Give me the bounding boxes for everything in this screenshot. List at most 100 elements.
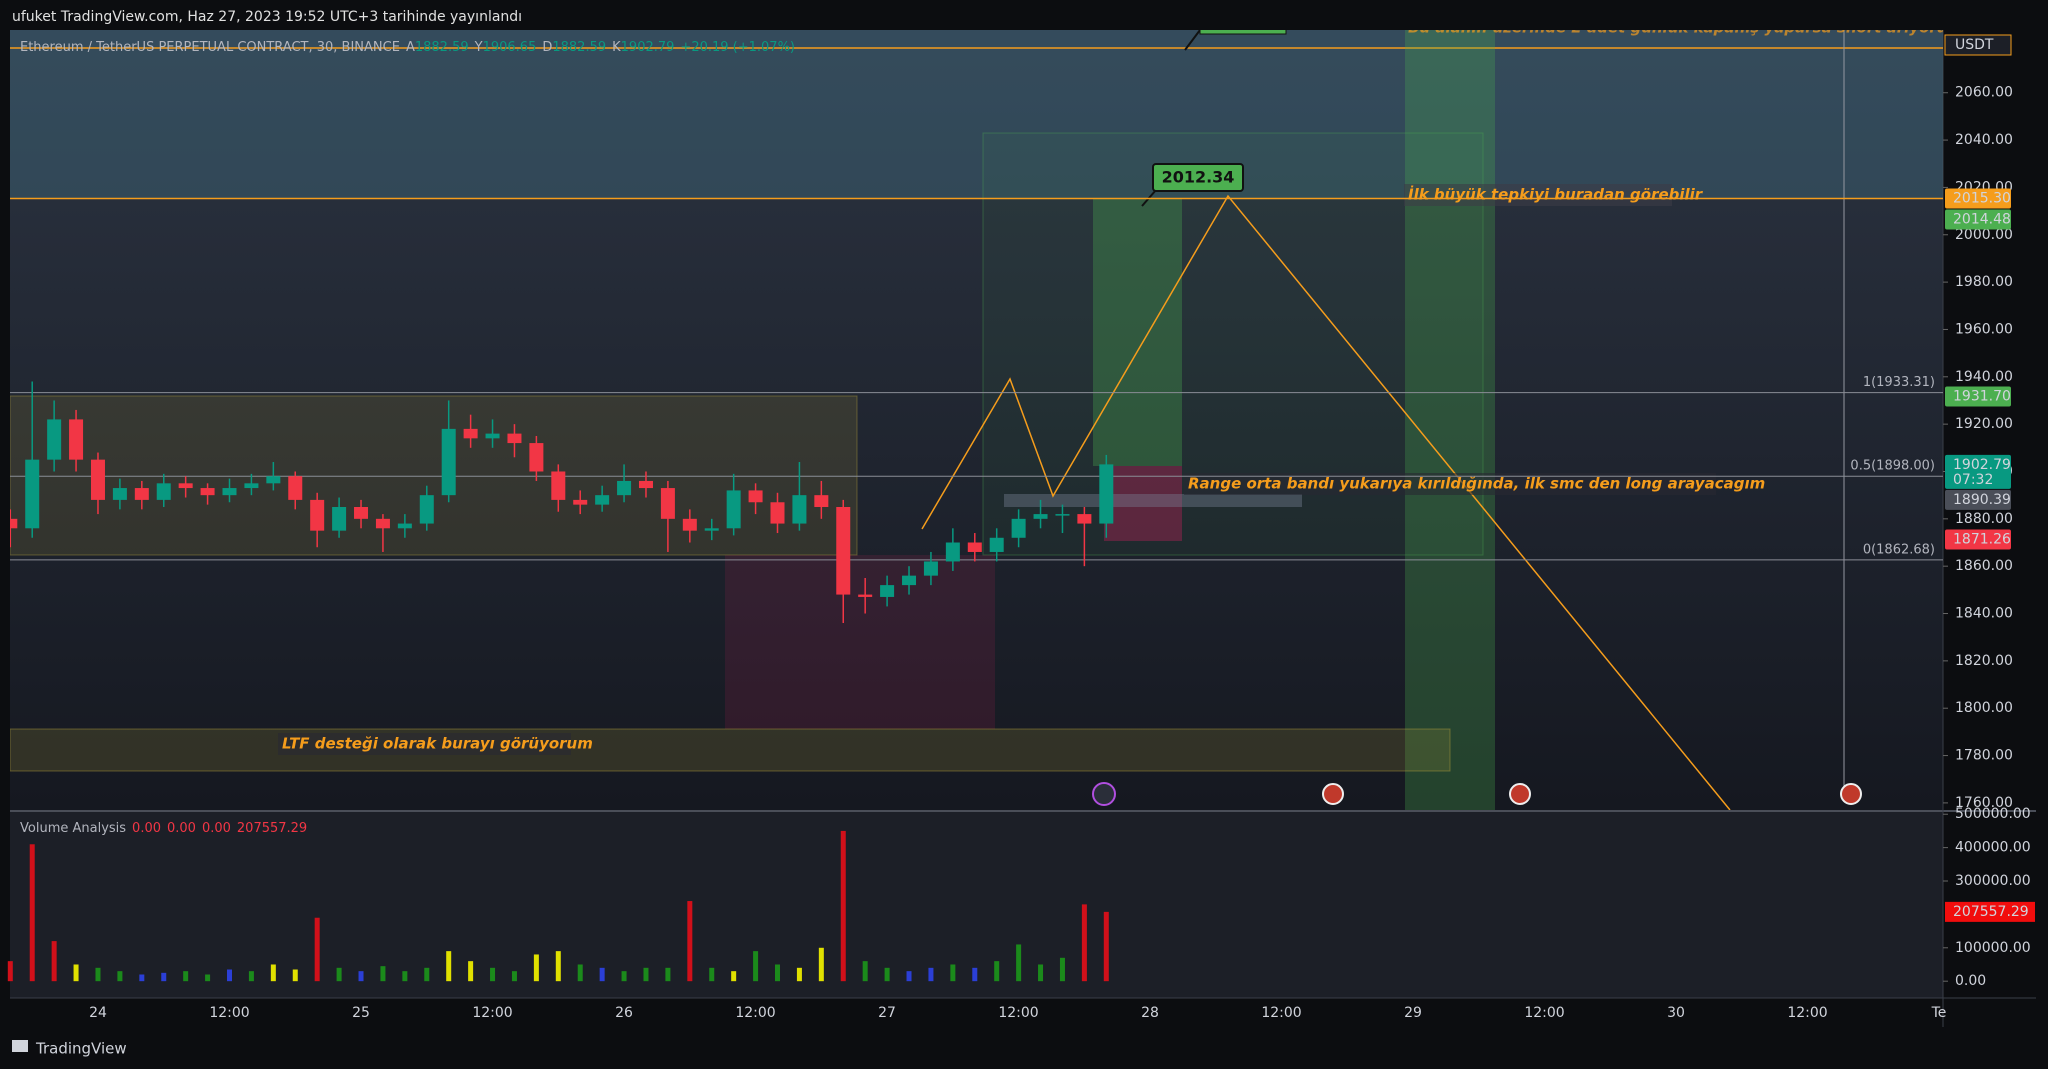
candle-body [178, 483, 193, 489]
note-top: Bu alanın üzerinde 2 adet günlük kapanış… [1408, 19, 1963, 37]
candle-body [485, 433, 500, 439]
volume-bar [29, 844, 35, 982]
legend-key: Y [474, 40, 483, 55]
candle-body [551, 471, 566, 500]
candle-body [989, 537, 1004, 552]
pointer [1184, 30, 1201, 51]
price-tag-label: 2014.48 [1953, 212, 2011, 228]
candle-body [244, 483, 259, 489]
volume-bar [183, 971, 189, 982]
volume-bar [906, 971, 912, 982]
volume-bar [424, 967, 430, 982]
volume-bar [687, 901, 693, 982]
x-tick-label: 12:00 [209, 1005, 249, 1021]
candle-body [90, 459, 105, 500]
volume-bar [161, 972, 167, 982]
target-box [1152, 163, 1244, 192]
y-tick-label: 2040.00 [1955, 132, 2013, 148]
header-title: ufuket TradingView.com, Haz 27, 2023 19:… [12, 9, 522, 25]
candle-body [463, 428, 478, 439]
volume-bar [862, 961, 868, 982]
volume-name: Volume Analysis [20, 821, 126, 836]
x-tick-label: 12:00 [1524, 1005, 1564, 1021]
volume-bar [468, 961, 474, 982]
price-tag-label: 1871.26 [1953, 532, 2011, 548]
volume-bar [1103, 911, 1109, 982]
volume-bar [731, 971, 737, 982]
candle-body [529, 443, 544, 472]
y-tick-label: 2060.00 [1955, 85, 2013, 101]
volume-bar [643, 967, 649, 982]
candle-body [266, 476, 281, 484]
candle-body [47, 419, 62, 460]
green-band [1405, 30, 1495, 810]
y-tick-label: 1800.00 [1955, 700, 2013, 716]
candle-body [200, 488, 215, 496]
price-tag-label: 1931.70 [1953, 388, 2011, 404]
price-tag [1945, 386, 2011, 407]
y-tick-label: 1920.00 [1955, 416, 2013, 432]
volume-bar [446, 951, 452, 982]
legend-value: 1906.65 [483, 40, 537, 55]
volume-tag [1945, 901, 2035, 922]
candle-body [682, 518, 697, 531]
candle-body [1077, 514, 1092, 524]
y-tick-label: 400000.00 [1955, 840, 2031, 856]
volume-bar [884, 967, 890, 982]
price-tag-label: 1902.79 [1953, 457, 2011, 473]
y-tick-label: 1820.00 [1955, 653, 2013, 669]
candle-body [112, 488, 127, 500]
candle-body [792, 495, 807, 524]
candle-body [156, 483, 171, 500]
event-icon[interactable] [1509, 783, 1531, 805]
logo [12, 1040, 28, 1052]
legend-key: K [612, 40, 621, 55]
y-tick-label: 300000.00 [1955, 873, 2031, 889]
volume-bar [402, 971, 408, 982]
volume-bar [7, 961, 13, 982]
candle-body [332, 506, 347, 531]
volume-bar [775, 964, 780, 982]
fib-label: 0.5(1898.00) [1850, 459, 1935, 474]
volume-bar [95, 967, 101, 982]
y-tick-label: 1780.00 [1955, 748, 2013, 764]
volume-legend-value: 0.00 [132, 821, 161, 836]
candle-body [638, 480, 653, 489]
volume-bar [73, 964, 79, 982]
event-icon[interactable] [1092, 782, 1116, 806]
note-bg [278, 733, 571, 755]
volume-bar [555, 951, 561, 982]
candle-body [222, 488, 237, 496]
candle-body [726, 490, 741, 529]
label-box [1199, 30, 1287, 35]
volume-bar [314, 917, 320, 982]
event-icon[interactable] [1840, 783, 1862, 805]
candle-body [967, 542, 982, 552]
fib-label: 0(1862.68) [1863, 542, 1935, 557]
x-tick-label: 12:00 [1787, 1005, 1827, 1021]
volume-bar [533, 954, 539, 982]
volume-bar [818, 947, 824, 982]
volume-bar [117, 971, 123, 982]
volume-bar [270, 964, 276, 982]
event-icon[interactable] [1322, 783, 1344, 805]
legend-value: 1882.59 [552, 40, 606, 55]
legend-key: D [542, 40, 552, 55]
ltf-box [10, 728, 1451, 772]
volume-bar [205, 974, 211, 982]
volume-bar [227, 969, 232, 982]
volume-bar [490, 967, 496, 982]
price-tag [1945, 188, 2011, 209]
note-range: Range orta bandı yukarıya kırıldığında, … [1188, 475, 1765, 493]
note-bg [1184, 473, 1716, 495]
volume-bar [1081, 904, 1087, 982]
candle-body [25, 459, 40, 529]
gray-box [1004, 494, 1302, 507]
candle-body [10, 518, 18, 529]
candle-body [134, 488, 149, 500]
y-tick-label: 100000.00 [1955, 940, 2031, 956]
candle-body [660, 488, 675, 519]
x-tick-label: 12:00 [472, 1005, 512, 1021]
volume-bar [599, 967, 605, 982]
